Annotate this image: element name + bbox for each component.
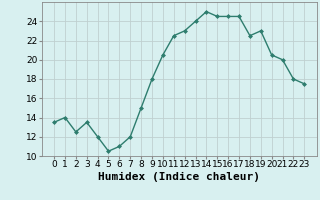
X-axis label: Humidex (Indice chaleur): Humidex (Indice chaleur) <box>98 172 260 182</box>
